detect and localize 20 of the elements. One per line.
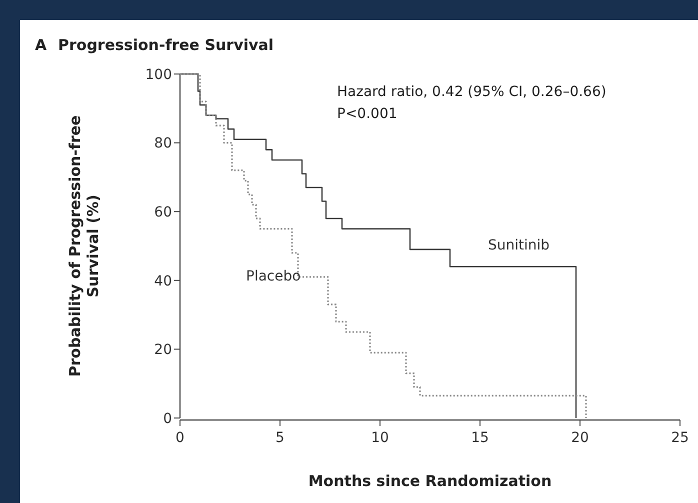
y-tick-label: 60 <box>154 204 172 220</box>
chart-title: Progression-free Survival <box>58 36 274 54</box>
x-tick-label: 15 <box>471 430 489 446</box>
y-tick-label: 0 <box>163 410 172 427</box>
x-axis-title: Months since Randomization <box>308 472 552 490</box>
series-label: Sunitinib <box>488 237 550 254</box>
y-tick-label: 100 <box>145 66 172 83</box>
x-tick-label: 0 <box>176 430 184 446</box>
x-tick-label: 5 <box>276 430 284 446</box>
y-tick-label: 20 <box>154 342 172 358</box>
text: A <box>35 36 47 54</box>
x-tick-label: 10 <box>371 430 389 446</box>
series-label: Placebo <box>246 268 301 284</box>
x-tick-label: 25 <box>671 430 689 446</box>
y-tick-label: 80 <box>154 136 172 152</box>
y-axis-title: Probability of Progression-free Survival (%) <box>66 115 102 377</box>
annotation: P<0.001 <box>337 106 398 122</box>
annotation: Hazard ratio, 0.42 (95% CI, 0.26–0.66) <box>337 84 606 100</box>
x-tick-label: 20 <box>571 430 589 446</box>
y-tick-label: 40 <box>154 273 172 290</box>
